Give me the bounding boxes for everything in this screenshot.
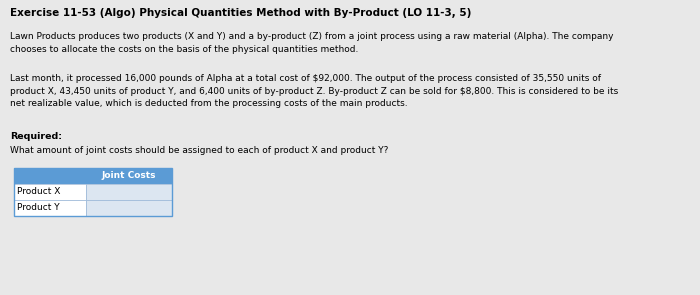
Text: What amount of joint costs should be assigned to each of product X and product Y: What amount of joint costs should be ass…: [10, 146, 389, 155]
Bar: [14, 168, 172, 184]
Text: Required:: Required:: [10, 132, 62, 141]
Text: Lawn Products produces two products (X and Y) and a by-product (Z) from a joint : Lawn Products produces two products (X a…: [10, 32, 613, 53]
Bar: [86, 200, 172, 216]
Bar: [14, 184, 86, 200]
Text: Product Y: Product Y: [17, 204, 60, 212]
Text: Last month, it processed 16,000 pounds of Alpha at a total cost of $92,000. The : Last month, it processed 16,000 pounds o…: [10, 74, 618, 108]
Text: Product X: Product X: [17, 188, 60, 196]
Bar: [86, 184, 172, 200]
Bar: [14, 200, 86, 216]
Text: Joint Costs: Joint Costs: [102, 171, 156, 181]
Bar: [14, 168, 172, 216]
Text: Exercise 11-53 (Algo) Physical Quantities Method with By-Product (LO 11-3, 5): Exercise 11-53 (Algo) Physical Quantitie…: [10, 8, 471, 18]
